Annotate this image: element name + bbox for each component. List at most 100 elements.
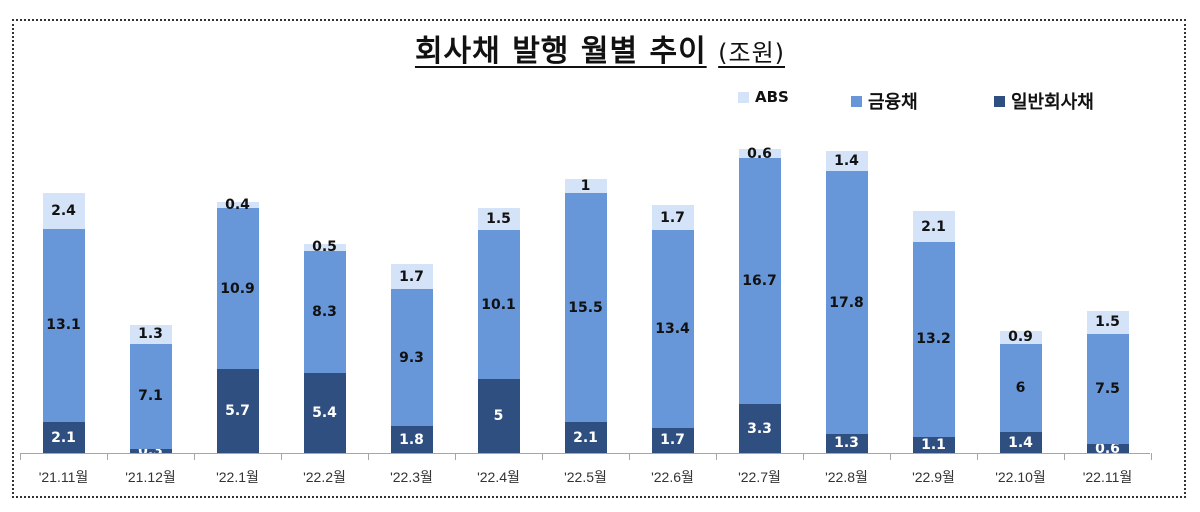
data-label: 1 [580,178,591,195]
bar-segment-fin: 10.1 [477,230,520,380]
bar-segment-corp: 1.1 [912,436,955,453]
stacked-bar: 2.1 13.1 2.4 [42,193,85,453]
stacked-bar: 5 10.1 1.5 [477,208,520,453]
x-axis-tick [368,453,369,460]
data-label: 10.1 [481,296,516,313]
bar-segment-corp: 1.7 [651,427,694,453]
data-label: 0.6 [747,145,772,162]
stacked-bar: 1.7 13.4 1.7 [651,205,694,453]
x-axis-label: '22.5월 [564,469,607,485]
bar-segment-fin: 7.5 [1086,333,1129,445]
data-label: 2.1 [51,429,76,446]
legend-label-fin: 금융채 [868,92,918,113]
bar-segment-fin: 15.5 [564,193,607,423]
data-label: 1.3 [834,435,859,452]
x-axis-label: '21.12월 [125,469,176,485]
x-axis-label: '22.4월 [477,469,520,485]
data-label: 5.4 [312,405,337,422]
legend-item-fin: 금융채 [851,88,918,114]
x-axis-tick [281,453,282,460]
bar-segment-corp: 5.4 [303,373,346,453]
data-label: 5 [493,408,504,425]
x-axis-tick [803,453,804,460]
bar-segment-abs: 1.7 [390,264,433,290]
bar-segment-fin: 7.1 [129,343,172,449]
data-label: 16.7 [742,273,777,290]
data-label: 6 [1015,380,1026,397]
legend-swatch-corp [994,95,1005,107]
bar-segment-corp: 0.6 [1086,440,1129,457]
x-axis-label: '22.3월 [390,469,433,485]
stacked-bar: 0.6 7.5 1.5 [1086,311,1129,457]
bar-segment-abs: 0.4 [216,198,259,212]
bar-segment-fin: 13.1 [42,228,85,423]
legend-swatch-abs [738,91,749,103]
data-label: 13.2 [916,331,951,348]
legend-label-corp: 일반회사채 [1011,92,1094,113]
x-axis-tick [629,453,630,460]
bar-segment-corp: 2.1 [42,422,85,453]
bar-segment-fin: 9.3 [390,289,433,427]
bar-segment-corp: 5 [477,379,520,453]
data-label: 5.7 [225,402,250,419]
chart-frame [12,19,1186,498]
data-label: 7.5 [1095,380,1120,397]
stacked-bar: 3.3 16.7 0.6 [738,145,781,453]
bar-segment-abs: 2.4 [42,193,85,229]
legend-item-corp: 일반회사채 [994,88,1094,114]
x-axis [20,453,1150,454]
data-label: 1.3 [138,326,163,343]
bar-segment-abs: 1.5 [477,208,520,231]
data-label: 17.8 [829,294,864,311]
data-label: 15.5 [568,299,603,316]
bar-segment-fin: 16.7 [738,158,781,405]
stacked-bar: 5.4 8.3 0.5 [303,240,346,453]
data-label: 2.1 [573,429,598,446]
chart-title-unit: (조원) [718,39,786,67]
bar-segment-fin: 17.8 [825,171,868,434]
data-label: 13.4 [655,321,690,338]
data-label: 1.4 [1008,434,1033,451]
chart-legend: ABS 금융채 일반회사채 [0,88,1200,114]
bar-segment-abs: 1.5 [1086,311,1129,334]
data-label: 8.3 [312,304,337,321]
data-label: 0.5 [312,239,337,256]
stacked-bar: 0.3 7.1 1.3 [129,324,172,458]
x-axis-tick [194,453,195,460]
x-axis-label: '22.2월 [303,469,346,485]
x-axis-tick [107,453,108,460]
legend-label-abs: ABS [755,88,789,106]
stacked-bar: 1.3 17.8 1.4 [825,150,868,453]
legend-item-abs: ABS [738,88,789,106]
stacked-bar: 1.1 13.2 2.1 [912,211,955,453]
data-label: 1.7 [660,432,685,449]
x-axis-label: '22.11월 [1082,469,1133,485]
x-axis-label: '22.9월 [912,469,955,485]
chart-title-main: 회사채 발행 월별 추이 [414,34,707,69]
bar-segment-abs: 1.7 [651,205,694,231]
stacked-bar: 1.4 6 0.9 [999,329,1042,453]
bar-segment-fin: 13.4 [651,230,694,428]
chart-title: 회사채 발행 월별 추이 (조원) [0,26,1200,70]
x-axis-tick [977,453,978,460]
x-axis-tick [1151,453,1152,460]
bar-segment-corp: 1.3 [825,433,868,453]
bar-segment-corp: 1.4 [999,432,1042,453]
bar-segment-fin: 10.9 [216,208,259,369]
bar-segment-corp: 1.8 [390,426,433,453]
data-label: 2.1 [921,218,946,235]
data-label: 2.4 [51,203,76,220]
bar-segment-abs: 0.6 [738,145,781,162]
stacked-bar: 2.1 15.5 1 [564,178,607,453]
bar-segment-fin: 6 [999,343,1042,433]
bar-segment-corp: 3.3 [738,404,781,453]
x-axis-label: '21.11월 [38,469,89,485]
data-label: 9.3 [399,349,424,366]
stacked-bar: 1.8 9.3 1.7 [390,264,433,453]
data-label: 1.1 [921,436,946,453]
data-label: 0.9 [1008,329,1033,346]
data-label: 0.6 [1095,440,1120,457]
data-label: 3.3 [747,420,772,437]
bar-segment-abs: 1.4 [825,150,868,172]
x-axis-tick [890,453,891,460]
